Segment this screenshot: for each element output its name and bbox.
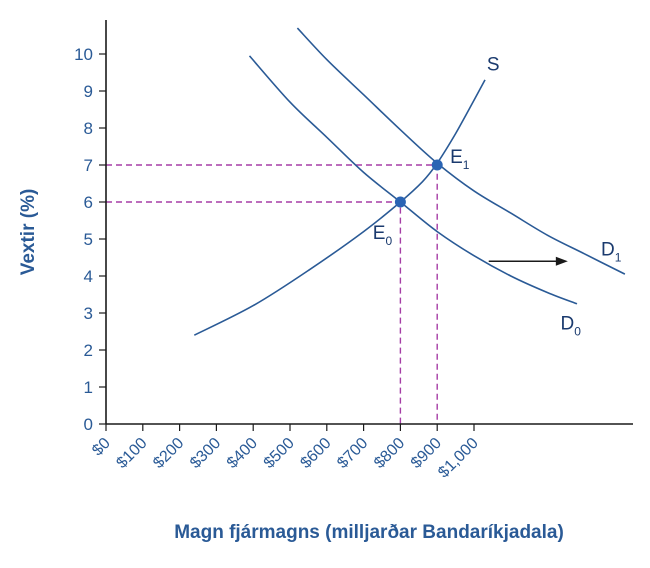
y-tick-label-9: 9 [84,82,93,101]
y-tick-label-3: 3 [84,304,93,323]
x-tick-label-700: $700 [334,435,371,472]
curve-d1 [296,27,626,275]
y-axis-title: Vextir (%) [18,189,39,276]
guide-e0 [106,201,402,424]
curve-d0 [248,55,578,305]
y-tick-label-4: 4 [84,267,93,286]
label-e1: E1 [450,147,470,172]
y-tick-label-10: 10 [74,45,93,64]
y-tick-label-7: 7 [84,156,93,175]
x-tick-label-200: $200 [150,435,187,472]
x-tick-label-800: $800 [371,435,408,472]
y-ticks: 0 1 2 3 4 5 6 7 8 9 10 [74,45,106,434]
y-tick-label-0: 0 [84,415,93,434]
curve-s [193,79,486,336]
y-tick-label-5: 5 [84,230,93,249]
label-s: S [487,55,500,76]
x-tick-label-1000: $1,000 [435,435,482,482]
shift-arrow-head [555,256,568,266]
x-tick-label-400: $400 [224,435,261,472]
x-tick-label-500: $500 [261,435,298,472]
x-tick-label-600: $600 [297,435,334,472]
curves-group [193,27,626,336]
x-tick-label-100: $100 [113,435,150,472]
label-e0: E0 [373,223,393,248]
label-d1: D1 [601,240,622,265]
y-tick-label-8: 8 [84,119,93,138]
label-d0: D0 [560,314,581,339]
x-tick-label-0: $0 [89,435,114,460]
y-tick-label-2: 2 [84,341,93,360]
point-e0 [394,196,406,208]
x-ticks: $0 $100 $200 $300 $400 $500 $600 $700 $800 $900$1… [89,424,482,481]
y-tick-label-6: 6 [84,193,93,212]
shift-arrow-group [488,256,568,266]
y-tick-label-1: 1 [84,378,93,397]
curve-labels: E0 E1 S D1 D0 [373,55,622,339]
equilibrium-points [394,159,443,208]
x-axis-title: Magn fjármagns (milljarðar Bandaríkjadal… [174,522,564,543]
x-tick-label-300: $300 [187,435,224,472]
point-e1 [431,159,443,171]
